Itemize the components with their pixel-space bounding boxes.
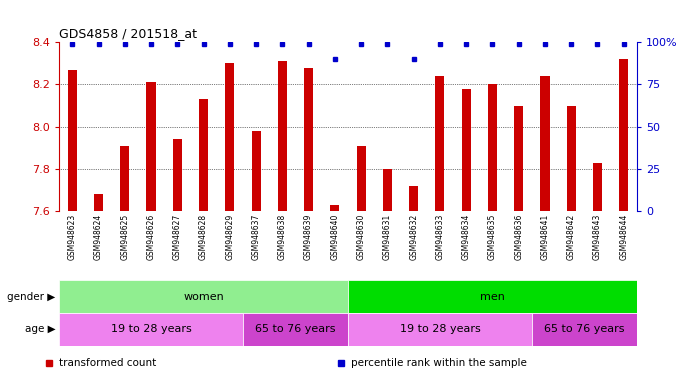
Bar xyxy=(383,169,392,211)
Text: age ▶: age ▶ xyxy=(25,324,56,334)
Bar xyxy=(199,99,208,211)
Text: GDS4858 / 201518_at: GDS4858 / 201518_at xyxy=(59,26,197,40)
Bar xyxy=(348,280,637,313)
Text: percentile rank within the sample: percentile rank within the sample xyxy=(351,358,528,368)
Bar xyxy=(540,76,550,211)
Bar xyxy=(226,63,235,211)
Bar xyxy=(59,280,348,313)
Bar xyxy=(593,163,602,211)
Bar xyxy=(243,313,348,346)
Bar xyxy=(94,194,103,211)
Bar xyxy=(435,76,445,211)
Bar xyxy=(567,106,576,211)
Bar xyxy=(120,146,129,211)
Bar xyxy=(173,139,182,211)
Text: 65 to 76 years: 65 to 76 years xyxy=(544,324,624,334)
Text: 65 to 76 years: 65 to 76 years xyxy=(255,324,335,334)
Bar xyxy=(488,84,497,211)
Bar xyxy=(532,313,637,346)
Bar xyxy=(331,205,340,211)
Bar xyxy=(146,82,156,211)
Text: 19 to 28 years: 19 to 28 years xyxy=(111,324,191,334)
Bar xyxy=(619,59,628,211)
Bar xyxy=(304,68,313,211)
Text: transformed count: transformed count xyxy=(59,358,157,368)
Bar xyxy=(68,70,77,211)
Bar xyxy=(409,186,418,211)
Bar xyxy=(59,313,243,346)
Text: women: women xyxy=(183,291,224,302)
Bar xyxy=(251,131,261,211)
Bar xyxy=(348,313,532,346)
Text: men: men xyxy=(480,291,505,302)
Text: 19 to 28 years: 19 to 28 years xyxy=(400,324,480,334)
Bar xyxy=(356,146,365,211)
Bar xyxy=(278,61,287,211)
Text: gender ▶: gender ▶ xyxy=(8,291,56,302)
Bar xyxy=(461,89,470,211)
Bar xyxy=(514,106,523,211)
